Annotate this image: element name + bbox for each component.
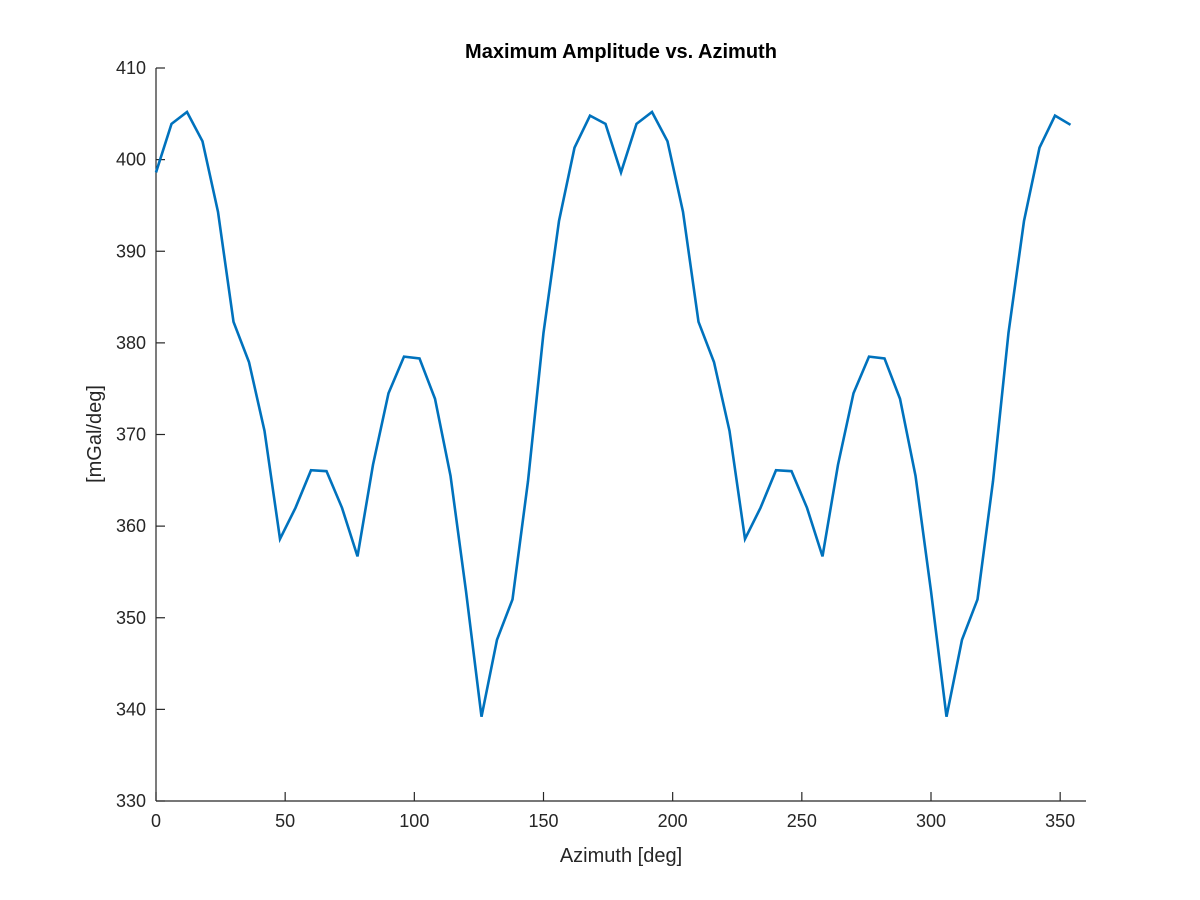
x-tick-label: 200 xyxy=(658,811,688,831)
y-tick-label: 400 xyxy=(116,150,146,170)
x-tick-label: 250 xyxy=(787,811,817,831)
x-axis-label: Azimuth [deg] xyxy=(560,845,682,867)
x-tick-label: 150 xyxy=(528,811,558,831)
axes: 0 50 100 150 200 250 300 350 330 340 350 360 370 380 3… xyxy=(116,58,1086,831)
x-tick-label: 0 xyxy=(151,811,161,831)
y-tick-label: 370 xyxy=(116,425,146,445)
y-tick-label: 410 xyxy=(116,58,146,78)
y-axis-label: [mGal/deg] xyxy=(84,385,106,483)
x-tick-label: 350 xyxy=(1045,811,1075,831)
y-tick-label: 360 xyxy=(116,516,146,536)
x-tick-label: 300 xyxy=(916,811,946,831)
y-tick-label: 390 xyxy=(116,241,146,261)
x-tick-label: 100 xyxy=(399,811,429,831)
series-line xyxy=(154,110,1072,717)
x-tick-label: 50 xyxy=(275,811,295,831)
y-tick-label: 350 xyxy=(116,608,146,628)
y-tick-label: 330 xyxy=(116,791,146,811)
series-layer xyxy=(154,110,1072,717)
y-tick-label: 340 xyxy=(116,699,146,719)
y-tick-label: 380 xyxy=(116,333,146,353)
chart-title: Maximum Amplitude vs. Azimuth xyxy=(465,41,777,63)
